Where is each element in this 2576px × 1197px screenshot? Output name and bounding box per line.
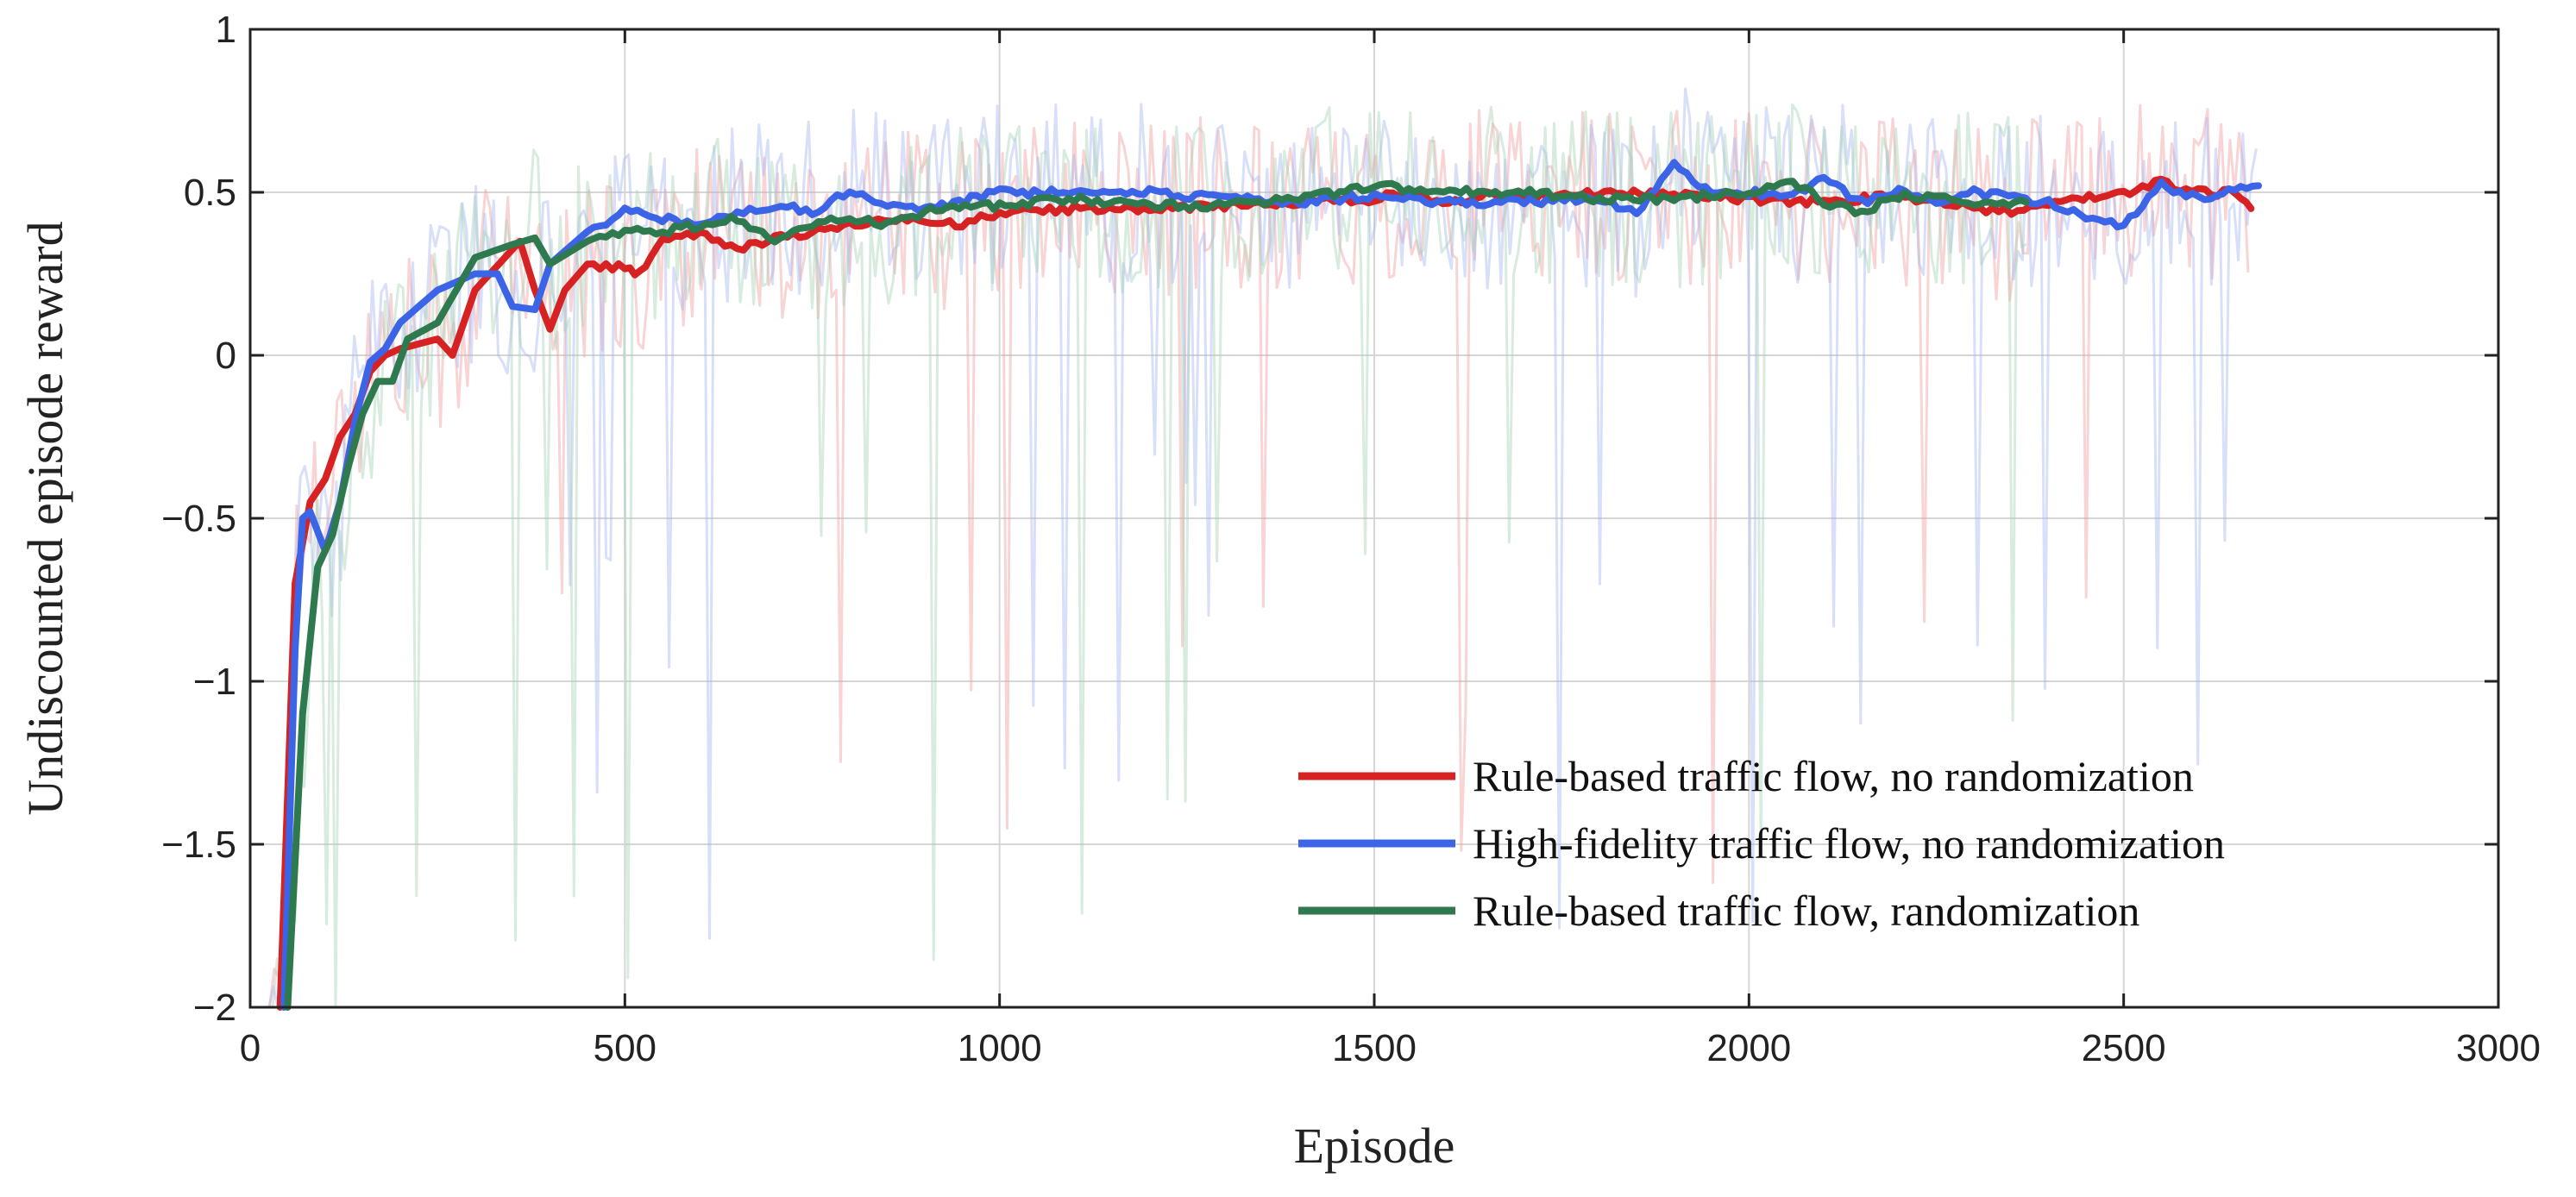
x-tick-label: 0: [240, 1027, 261, 1069]
x-tick-label: 500: [594, 1027, 657, 1069]
x-tick-label: 2000: [1706, 1027, 1791, 1069]
y-tick-label: −1: [193, 661, 236, 703]
legend-label-3: Rule-based traffic flow, randomization: [1473, 887, 2139, 935]
y-tick-label: −1.5: [161, 824, 236, 866]
y-tick-label: 0.5: [184, 172, 236, 214]
raw-trace-1: [265, 103, 2250, 1009]
legend-label-2: High-fidelity traffic flow, no randomiza…: [1473, 819, 2225, 868]
x-tick-label: 2500: [2082, 1027, 2166, 1069]
legend: Rule-based traffic flow, no randomizatio…: [1298, 752, 2225, 935]
legend-label-1: Rule-based traffic flow, no randomizatio…: [1473, 752, 2194, 800]
y-tick-label: −2: [193, 987, 236, 1029]
x-tick-label: 1500: [1332, 1027, 1417, 1069]
x-tick-label: 1000: [958, 1027, 1042, 1069]
smoothed-series: [276, 159, 2262, 1011]
y-tick-label: −0.5: [161, 498, 236, 540]
y-axis-label: Undiscounted episode reward: [17, 221, 73, 815]
series-line-3: [284, 178, 2030, 1011]
y-tick-label: 0: [216, 335, 236, 377]
axis-ticks: 0 500 1000 1500 2000 2500 3000 1 0.5 0 −0.5 −1 −1.5 −…: [161, 9, 2541, 1069]
y-tick-label: 1: [216, 9, 236, 51]
raw-trace-2: [267, 87, 2258, 1009]
x-tick-label: 3000: [2456, 1027, 2541, 1069]
raw-trace-3: [271, 103, 2027, 1009]
x-axis-label: Episode: [1294, 1118, 1455, 1174]
raw-episode-traces: [265, 87, 2258, 1009]
